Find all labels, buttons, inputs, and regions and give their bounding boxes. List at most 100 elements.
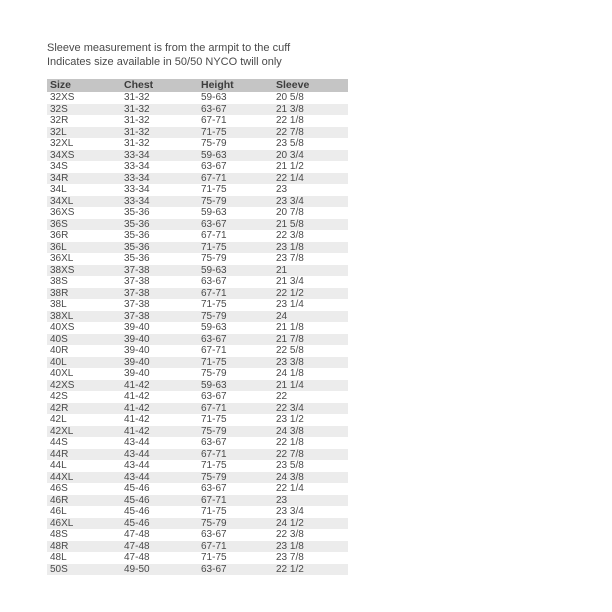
chest-cell: 37-38 bbox=[121, 310, 198, 322]
sleeve-cell: 22 1/8 bbox=[276, 437, 304, 448]
table-row: 34XS 33-34 59-63 20 3/4 bbox=[47, 149, 348, 161]
table-row: 32L 31-32 71-75 22 7/8 bbox=[47, 126, 348, 138]
size-cell: 40R bbox=[50, 345, 69, 356]
sleeve-cell: 22 3/4 bbox=[273, 402, 348, 414]
height-cell: 63-67 bbox=[201, 529, 227, 540]
sleeve-cell: 22 1/4 bbox=[276, 483, 304, 494]
size-cell: 46S bbox=[50, 483, 68, 494]
chest-cell: 37-38 bbox=[124, 299, 150, 310]
height-cell: 71-75 bbox=[201, 552, 227, 563]
height-cell: 67-71 bbox=[198, 402, 273, 414]
size-cell: 48R bbox=[47, 540, 121, 552]
chest-cell: 37-38 bbox=[124, 276, 150, 287]
height-cell: 71-75 bbox=[198, 241, 273, 253]
height-cell: 75-79 bbox=[198, 425, 273, 437]
chest-cell: 35-36 bbox=[121, 218, 198, 230]
table-body: 32XS 31-32 59-63 20 5/8 32S 31-32 63-67 21 3/8 3… bbox=[47, 92, 348, 575]
table-row: 48R 47-48 67-71 23 1/8 bbox=[47, 540, 348, 552]
chest-cell: 41-42 bbox=[121, 379, 198, 391]
sleeve-cell: 22 bbox=[276, 391, 288, 402]
size-cell: 38L bbox=[50, 299, 67, 310]
sleeve-cell: 21 3/8 bbox=[273, 103, 348, 115]
table-row: 46XL 45-46 75-79 24 1/2 bbox=[47, 517, 348, 529]
chest-cell: 41-42 bbox=[124, 391, 150, 402]
chest-cell: 31-32 bbox=[124, 115, 150, 126]
table-row: 34L 33-34 71-75 23 bbox=[47, 184, 348, 196]
height-cell: 75-79 bbox=[198, 471, 273, 483]
sleeve-cell: 23 3/4 bbox=[273, 195, 348, 207]
sleeve-cell: 24 1/8 bbox=[276, 368, 304, 379]
sleeve-cell: 22 3/8 bbox=[276, 230, 304, 241]
sleeve-cell: 23 bbox=[276, 184, 288, 195]
size-cell: 42XS bbox=[47, 379, 121, 391]
size-cell: 34R bbox=[47, 172, 121, 184]
sleeve-cell: 21 5/8 bbox=[273, 218, 348, 230]
sleeve-cell: 24 bbox=[273, 310, 348, 322]
table-row: 36L 35-36 71-75 23 1/8 bbox=[47, 241, 348, 253]
size-cell: 32S bbox=[47, 103, 121, 115]
column-header-sleeve: Sleeve bbox=[273, 79, 348, 92]
height-cell: 71-75 bbox=[201, 414, 227, 425]
column-header-height: Height bbox=[198, 79, 273, 92]
height-cell: 59-63 bbox=[201, 207, 227, 218]
sleeve-cell: 20 3/4 bbox=[273, 149, 348, 161]
table-row: 44S 43-44 63-67 22 1/8 bbox=[47, 437, 348, 449]
table-row: 34XL 33-34 75-79 23 3/4 bbox=[47, 195, 348, 207]
table-row: 38R 37-38 67-71 22 1/2 bbox=[47, 287, 348, 299]
height-cell: 59-63 bbox=[198, 264, 273, 276]
intro-text: Sleeve measurement is from the armpit to… bbox=[47, 42, 612, 69]
height-cell: 59-63 bbox=[201, 322, 227, 333]
chest-cell: 49-50 bbox=[121, 563, 198, 575]
size-cell: 38XS bbox=[47, 264, 121, 276]
size-cell: 34XS bbox=[47, 149, 121, 161]
table-row: 38XS 37-38 59-63 21 bbox=[47, 264, 348, 276]
height-cell: 67-71 bbox=[198, 287, 273, 299]
table-row: 32R 31-32 67-71 22 1/8 bbox=[47, 115, 348, 127]
chest-cell: 41-42 bbox=[124, 414, 150, 425]
table-row: 40XS 39-40 59-63 21 1/8 bbox=[47, 322, 348, 334]
chest-cell: 45-46 bbox=[124, 483, 150, 494]
height-cell: 71-75 bbox=[198, 356, 273, 368]
chest-cell: 39-40 bbox=[124, 322, 150, 333]
height-cell: 71-75 bbox=[201, 460, 227, 471]
table-row: 46S 45-46 63-67 22 1/4 bbox=[47, 483, 348, 495]
chest-cell: 47-48 bbox=[121, 540, 198, 552]
sleeve-cell: 23 5/8 bbox=[276, 138, 304, 149]
table-row: 46L 45-46 71-75 23 3/4 bbox=[47, 506, 348, 518]
chest-cell: 35-36 bbox=[121, 241, 198, 253]
sleeve-cell: 23 7/8 bbox=[276, 253, 304, 264]
height-cell: 63-67 bbox=[201, 161, 227, 172]
sleeve-cell: 23 1/2 bbox=[276, 414, 304, 425]
size-cell: 46XL bbox=[47, 517, 121, 529]
table-row: 42S 41-42 63-67 22 bbox=[47, 391, 348, 403]
column-header-size: Size bbox=[47, 79, 121, 92]
column-header-chest: Chest bbox=[121, 79, 198, 92]
size-cell: 46L bbox=[50, 506, 67, 517]
size-cell: 50S bbox=[47, 563, 121, 575]
table-row: 40S 39-40 63-67 21 7/8 bbox=[47, 333, 348, 345]
chest-cell: 33-34 bbox=[124, 184, 150, 195]
height-cell: 67-71 bbox=[198, 494, 273, 506]
chest-cell: 35-36 bbox=[124, 253, 150, 264]
height-cell: 75-79 bbox=[201, 368, 227, 379]
table-row: 40XL 39-40 75-79 24 1/8 bbox=[47, 368, 348, 380]
table-row: 44R 43-44 67-71 22 7/8 bbox=[47, 448, 348, 460]
sleeve-cell: 24 1/2 bbox=[273, 517, 348, 529]
chest-cell: 37-38 bbox=[121, 264, 198, 276]
height-cell: 71-75 bbox=[201, 184, 227, 195]
sleeve-cell: 21 1/4 bbox=[273, 379, 348, 391]
height-cell: 63-67 bbox=[201, 391, 227, 402]
sleeve-cell: 23 1/8 bbox=[273, 241, 348, 253]
table-row: 42XL 41-42 75-79 24 3/8 bbox=[47, 425, 348, 437]
table-row: 50S 49-50 63-67 22 1/2 bbox=[47, 563, 348, 575]
table-row: 32XL 31-32 75-79 23 5/8 bbox=[47, 138, 348, 150]
table-row: 42XS 41-42 59-63 21 1/4 bbox=[47, 379, 348, 391]
table-row: 42R 41-42 67-71 22 3/4 bbox=[47, 402, 348, 414]
height-cell: 67-71 bbox=[198, 172, 273, 184]
size-cell: 36L bbox=[47, 241, 121, 253]
table-row: 34S 33-34 63-67 21 1/2 bbox=[47, 161, 348, 173]
chest-cell: 43-44 bbox=[121, 471, 198, 483]
height-cell: 67-71 bbox=[198, 448, 273, 460]
height-cell: 75-79 bbox=[198, 195, 273, 207]
sleeve-cell: 20 7/8 bbox=[276, 207, 304, 218]
